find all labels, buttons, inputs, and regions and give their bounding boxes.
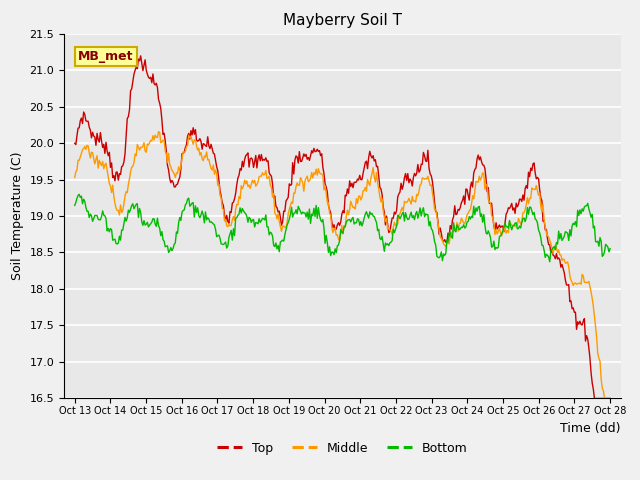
Legend: Top, Middle, Bottom: Top, Middle, Bottom	[212, 437, 473, 460]
Title: Mayberry Soil T: Mayberry Soil T	[283, 13, 402, 28]
Y-axis label: Soil Temperature (C): Soil Temperature (C)	[11, 152, 24, 280]
Text: MB_met: MB_met	[78, 50, 133, 63]
X-axis label: Time (dd): Time (dd)	[560, 421, 621, 434]
